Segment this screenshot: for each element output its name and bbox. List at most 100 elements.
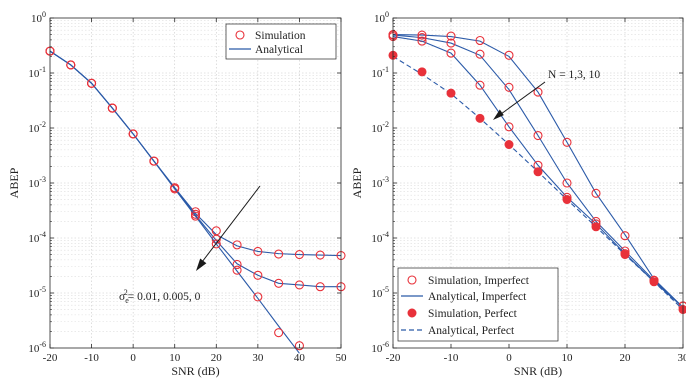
y-tick-base: 10 xyxy=(371,178,383,190)
y-tick-exponent: -4 xyxy=(382,230,389,239)
analytical-line xyxy=(392,36,684,308)
left-chart-ticks: -20 -10 0 10 20 30 40 5010-610-510-410-310-210-… xyxy=(28,10,347,364)
simulation-point xyxy=(294,250,304,260)
y-tick-base: 10 xyxy=(371,68,383,80)
y-tick-exponent: -2 xyxy=(39,120,46,129)
simulation-point xyxy=(562,137,572,147)
y-tick-label: 10-2 xyxy=(28,120,46,135)
simulation-point-filled xyxy=(562,195,572,205)
y-tick-exponent: -1 xyxy=(382,65,389,74)
y-tick-exponent: 0 xyxy=(385,10,389,19)
x-tick-label: -20 xyxy=(43,352,58,364)
right-legend-label-ana-perfect: Analytical, Perfect xyxy=(428,325,515,337)
legend-open-circle-marker xyxy=(235,30,245,40)
legend-filled-circle-marker xyxy=(407,308,417,318)
simulation-point xyxy=(446,31,456,41)
simulation-point xyxy=(232,259,242,270)
x-tick-label: -10 xyxy=(84,352,99,364)
simulation-point xyxy=(504,50,514,60)
left-legend-label-simulation: Simulation xyxy=(255,30,306,42)
simulation-point xyxy=(475,49,485,59)
left-chart: -20 -10 0 10 20 30 40 5010-610-510-410-310-210-… xyxy=(7,10,347,378)
sigma-annotation-label: σe2= 0.01, 0.005, 0 xyxy=(119,288,201,305)
left-chart-series xyxy=(45,46,346,354)
simulation-point-filled xyxy=(446,88,456,98)
right-legend-label-sim-imperfect: Simulation, Imperfect xyxy=(428,275,530,287)
x-tick-label: 40 xyxy=(294,352,306,364)
y-tick-label: 10-6 xyxy=(28,340,46,355)
left-legend: Simulation Analytical xyxy=(225,23,337,60)
simulation-point xyxy=(562,178,572,188)
simulation-point xyxy=(274,278,284,288)
simulation-point xyxy=(294,341,304,351)
simulation-point-filled xyxy=(533,167,543,177)
y-tick-label: 100 xyxy=(374,10,389,25)
x-tick-label: 10 xyxy=(169,352,181,364)
simulation-point xyxy=(533,87,543,97)
simulation-point xyxy=(128,129,138,139)
y-tick-base: 10 xyxy=(31,13,43,25)
analytical-line xyxy=(392,34,684,308)
right-y-axis-label: ABEP xyxy=(350,167,364,198)
left-x-axis-label: SNR (dB) xyxy=(171,364,219,378)
simulation-point-filled xyxy=(417,67,427,77)
simulation-point xyxy=(446,38,456,48)
simulation-point-filled xyxy=(649,277,659,287)
y-tick-base: 10 xyxy=(371,123,383,135)
y-tick-exponent: -6 xyxy=(382,340,389,349)
left-legend-box xyxy=(225,23,337,60)
simulation-point xyxy=(417,30,427,40)
right-legend: Simulation, Imperfect Analytical, Imperf… xyxy=(397,267,559,342)
annotation-arrowhead xyxy=(493,109,504,120)
simulation-point xyxy=(211,239,221,249)
simulation-point xyxy=(294,280,304,290)
y-tick-label: 10-4 xyxy=(371,230,389,245)
simulation-point xyxy=(87,78,97,88)
simulation-point-filled xyxy=(504,140,514,150)
legend-open-circle-marker xyxy=(407,275,417,285)
simulation-point xyxy=(475,80,485,90)
y-tick-exponent: -3 xyxy=(382,175,389,184)
right-chart: -20 -10 0 10 20 3010-610-510-410-310-210-1100… xyxy=(350,10,686,378)
simulation-point xyxy=(475,35,485,46)
y-tick-base: 10 xyxy=(28,233,40,245)
y-tick-base: 10 xyxy=(371,233,383,245)
y-tick-label: 100 xyxy=(31,10,46,25)
y-tick-label: 10-3 xyxy=(371,175,389,190)
y-tick-base: 10 xyxy=(371,343,383,355)
x-tick-label: 0 xyxy=(506,352,512,364)
simulation-point-filled xyxy=(475,113,485,123)
left-y-axis-label: ABEP xyxy=(7,167,21,198)
y-tick-exponent: 0 xyxy=(42,10,46,19)
simulation-point xyxy=(504,122,514,132)
y-tick-exponent: -1 xyxy=(39,65,46,74)
simulation-point xyxy=(232,265,242,275)
y-tick-exponent: -2 xyxy=(382,120,389,129)
y-tick-label: 10-5 xyxy=(371,285,389,300)
analytical-line xyxy=(49,50,342,257)
analytical-line xyxy=(49,50,300,354)
left-legend-label-analytical: Analytical xyxy=(255,44,303,56)
y-tick-base: 10 xyxy=(28,68,40,80)
simulation-point xyxy=(620,231,630,241)
sigma-symbol: σ xyxy=(119,291,126,303)
y-tick-label: 10-6 xyxy=(371,340,389,355)
simulation-point xyxy=(504,82,514,92)
simulation-point xyxy=(107,103,117,113)
simulation-point xyxy=(533,130,543,141)
simulation-point xyxy=(253,246,263,256)
sigma-superscript: 2 xyxy=(124,288,128,297)
simulation-point xyxy=(591,188,601,198)
simulation-point-filled xyxy=(591,222,601,232)
simulation-point xyxy=(190,211,201,221)
y-tick-base: 10 xyxy=(28,123,40,135)
simulation-point-filled xyxy=(678,305,686,315)
y-tick-exponent: -4 xyxy=(39,230,46,239)
sigma-subscript: e xyxy=(125,296,129,305)
right-legend-label-ana-imperfect: Analytical, Imperfect xyxy=(428,291,527,303)
annotation-arrow xyxy=(201,185,261,263)
y-tick-label: 10-4 xyxy=(28,230,46,245)
y-tick-exponent: -3 xyxy=(39,175,46,184)
